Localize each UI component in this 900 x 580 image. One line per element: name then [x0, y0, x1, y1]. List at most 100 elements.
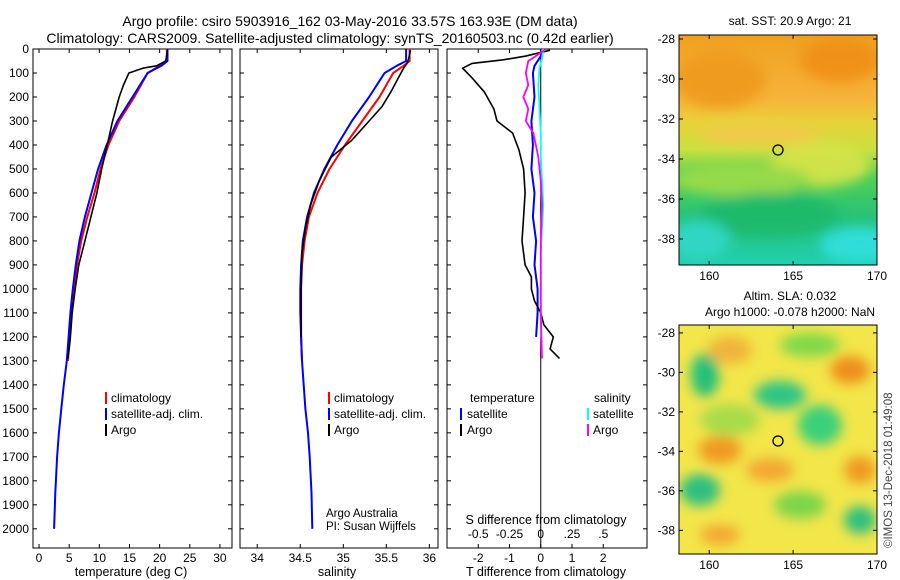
- y-tick-label: 1900: [2, 498, 29, 512]
- sst-map-frame: [678, 34, 878, 266]
- x-tick-label: 0: [36, 551, 43, 565]
- difference-axes-frame: [446, 48, 648, 549]
- y-tick-label: 2000: [2, 522, 29, 536]
- y-tick-label: 1000: [2, 282, 29, 296]
- series-line-temperature-satellite: [530, 48, 545, 337]
- legend-temperature-heading: temperature: [470, 391, 535, 405]
- difference-xlabel: T difference from climatology: [466, 565, 627, 579]
- y-tick-label: 400: [9, 138, 29, 152]
- legend-climatology: climatology: [334, 391, 394, 405]
- legend-satellite: satellite-adj. clim.: [334, 407, 426, 421]
- x-tick-label: 0: [537, 551, 544, 565]
- figure-title-line1: Argo profile: csiro 5903916_162 03-May-2…: [122, 13, 577, 29]
- temperature-series: [53, 49, 169, 529]
- difference-xlabel-top: S difference from climatology: [466, 513, 628, 527]
- difference-series: [461, 48, 561, 360]
- y-tick-label: 1500: [2, 402, 29, 416]
- y-tick-label: 1100: [3, 306, 29, 320]
- y-tick-label: 800: [9, 234, 29, 248]
- legend-s-satellite: satellite: [593, 407, 634, 421]
- temperature-panel: 0100200300400500600700800900100011001200…: [2, 42, 233, 579]
- y-tick-label: 700: [9, 210, 29, 224]
- sla-map-title-1: Altim. SLA: 0.032: [744, 289, 837, 303]
- sst-map: sat. SST: 20.9 Argo: 21 -28-30-32-34-36-…: [658, 14, 888, 283]
- x-tick-label: 25: [183, 551, 197, 565]
- x-tick-label: 34.5: [289, 551, 313, 565]
- s-tick-label: -0.25: [496, 527, 524, 541]
- y-tick-label: 200: [9, 90, 29, 104]
- s-tick-label: .25: [564, 527, 581, 541]
- legend-satellite: satellite-adj. clim.: [111, 407, 203, 421]
- temperature-xlabel: temperature (deg C): [75, 565, 188, 579]
- x-tick-label: 2: [600, 551, 607, 565]
- salinity-panel: 34 34.5 35 35.5 36 salinity Argo Australia P…: [239, 48, 439, 579]
- sst-map-ticks: -28 -30 -32 -34 -36 -38 160 165 170: [658, 32, 888, 283]
- legend-argo: Argo: [334, 423, 360, 437]
- argo-position-marker: [772, 144, 784, 156]
- salinity-legend: climatology satellite-adj. clim. Argo: [328, 391, 426, 437]
- x-tick-label: 35.5: [375, 551, 399, 565]
- map-y-tick-label: -30: [658, 365, 676, 379]
- map-y-tick-label: -38: [658, 523, 676, 537]
- legend-s-argo: Argo: [593, 423, 619, 437]
- salinity-series: [299, 49, 412, 529]
- x-tick-label: 10: [93, 551, 107, 565]
- x-tick-label: 1: [569, 551, 576, 565]
- s-tick-label: -0.5: [468, 527, 489, 541]
- temperature-legend: climatology satellite-adj. clim. Argo: [105, 391, 203, 437]
- legend-t-argo: Argo: [467, 423, 493, 437]
- x-tick-label: 35: [337, 551, 351, 565]
- series-line-s-argo: [522, 49, 545, 359]
- credit-annotation-2: PI: Susan Wijffels: [326, 521, 416, 533]
- map-y-tick-label: -28: [658, 326, 676, 340]
- legend-t-satellite: satellite: [467, 407, 508, 421]
- y-tick-label: 1300: [2, 354, 29, 368]
- legend-argo: Argo: [111, 423, 137, 437]
- series-line-satellite-adj-clim-: [53, 49, 169, 529]
- sst-map-title: sat. SST: 20.9 Argo: 21: [729, 14, 852, 28]
- map-x-tick-label: 160: [699, 558, 719, 572]
- map-y-tick-label: -28: [658, 32, 676, 46]
- map-y-tick-label: -30: [658, 72, 676, 86]
- sla-map-frame: [678, 324, 878, 555]
- x-tick-label: 34: [251, 551, 265, 565]
- s-tick-label: .5: [598, 527, 608, 541]
- x-tick-label: 5: [66, 551, 73, 565]
- y-tick-label: 600: [9, 186, 29, 200]
- series-line-argo: [67, 50, 169, 359]
- map-y-tick-label: -32: [658, 405, 676, 419]
- salinity-axes: 34 34.5 35 35.5 36: [240, 48, 438, 565]
- map-y-tick-label: -34: [658, 152, 676, 166]
- x-tick-label: 36: [423, 551, 437, 565]
- x-tick-label: 20: [153, 551, 167, 565]
- sla-map-ticks: -28 -30 -32 -34 -36 -38 160 165 170: [658, 325, 887, 572]
- y-tick-label: 900: [9, 258, 29, 272]
- y-tick-label: 1400: [2, 378, 29, 392]
- map-y-tick-label: -36: [658, 192, 676, 206]
- map-y-tick-label: -36: [658, 484, 676, 498]
- map-x-tick-label: 170: [867, 558, 887, 572]
- map-y-tick-label: -34: [658, 444, 676, 458]
- x-tick-label: -2: [473, 551, 484, 565]
- map-x-tick-label: 160: [699, 269, 719, 283]
- x-tick-label: 30: [213, 551, 227, 565]
- y-tick-label: 1200: [2, 330, 29, 344]
- map-y-tick-label: -32: [658, 112, 676, 126]
- credit-annotation-1: Argo Australia: [326, 508, 398, 520]
- y-tick-label: 300: [9, 114, 29, 128]
- y-tick-label: 1700: [2, 450, 29, 464]
- legend-salinity-heading: salinity: [594, 391, 631, 405]
- argo-position-marker-sla: [772, 435, 784, 447]
- y-tick-label: 1800: [2, 474, 29, 488]
- legend-climatology: climatology: [111, 391, 171, 405]
- y-tick-label: 100: [9, 66, 29, 80]
- x-tick-label: -1: [504, 551, 515, 565]
- figure-title-line2: Climatology: CARS2009. Satellite-adjuste…: [46, 30, 613, 46]
- salinity-axes-frame: [239, 48, 439, 549]
- map-x-tick-label: 165: [783, 269, 803, 283]
- x-tick-label: 15: [123, 551, 137, 565]
- y-tick-label: 1600: [2, 426, 29, 440]
- temperature-axes: 0100200300400500600700800900100011001200…: [2, 42, 232, 565]
